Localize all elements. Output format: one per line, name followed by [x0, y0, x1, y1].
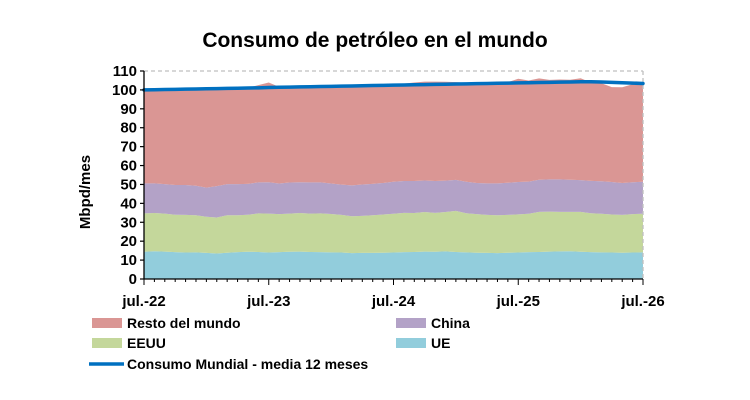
legend-label-china: China — [431, 315, 470, 331]
legend-label-resto-del-mundo: Resto del mundo — [127, 315, 241, 331]
legend-label-ue: UE — [431, 335, 450, 351]
area-china — [144, 179, 643, 218]
y-tick-label: 30 — [120, 214, 137, 231]
area-resto-del-mundo — [144, 78, 643, 188]
x-tick-label: jul.-25 — [496, 293, 540, 310]
legend-swatch-china — [396, 318, 426, 328]
legend: Resto del mundo China EEUU UE Consumo Mundia… — [89, 315, 470, 372]
y-tick-label: 20 — [120, 233, 137, 250]
legend-label-eeuu: EEUU — [127, 335, 166, 351]
y-tick-label: 100 — [112, 82, 137, 99]
y-tick-label: 80 — [120, 120, 137, 137]
chart-title: Consumo de petróleo en el mundo — [202, 29, 547, 52]
x-tick-label: jul.-26 — [620, 293, 664, 310]
series-line-consumo-mundial-media-12-meses — [142, 80, 645, 92]
x-tick-label: jul.-22 — [121, 293, 165, 310]
y-tick-label: 110 — [113, 63, 137, 80]
plot-frame — [144, 70, 644, 279]
legend-swatch-resto-del-mundo — [92, 318, 122, 328]
y-axis-title: Mbpd/mes — [77, 155, 94, 229]
area-ue — [144, 251, 643, 279]
moving-average-layer — [142, 80, 645, 92]
stacked-areas — [144, 78, 643, 279]
y-tick-label: 60 — [120, 158, 137, 175]
y-tick-label: 10 — [120, 252, 137, 269]
y-tick-label: 40 — [120, 195, 137, 212]
legend-swatch-eeuu — [92, 338, 122, 348]
y-tick-label: 70 — [120, 139, 137, 156]
x-tick-label: jul.-23 — [246, 293, 290, 310]
x-tick-label: jul.-24 — [371, 293, 416, 310]
legend-swatch-ue — [396, 338, 426, 348]
y-tick-label: 50 — [120, 176, 137, 193]
legend-label-consumo-mundial-media-12-meses: Consumo Mundial - media 12 meses — [127, 356, 368, 372]
area-eeuu — [144, 210, 643, 254]
y-tick-label: 0 — [129, 271, 137, 288]
y-tick-label: 90 — [120, 101, 137, 118]
